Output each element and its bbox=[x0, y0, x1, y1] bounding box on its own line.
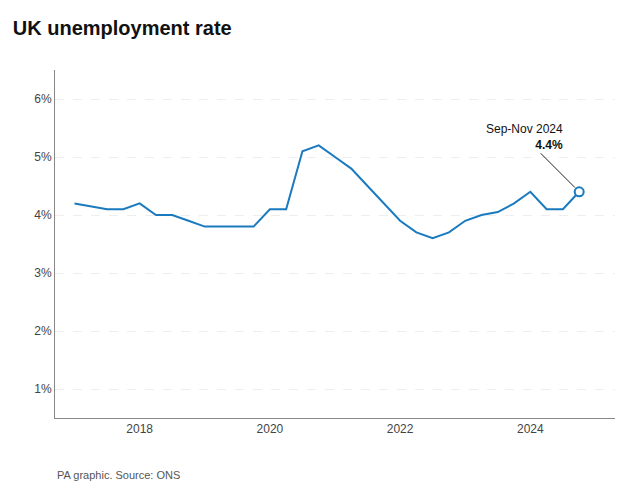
svg-text:5%: 5% bbox=[34, 150, 52, 164]
svg-text:2022: 2022 bbox=[387, 422, 414, 436]
svg-text:2020: 2020 bbox=[257, 422, 284, 436]
svg-text:UK unemployment rate: UK unemployment rate bbox=[13, 17, 232, 39]
svg-text:1%: 1% bbox=[34, 382, 52, 396]
svg-text:PA graphic. Source: ONS: PA graphic. Source: ONS bbox=[57, 469, 180, 481]
svg-text:2%: 2% bbox=[34, 324, 52, 338]
svg-text:6%: 6% bbox=[34, 92, 52, 106]
svg-text:Sep-Nov 20244.4%: Sep-Nov 20244.4% bbox=[486, 122, 563, 152]
svg-text:3%: 3% bbox=[34, 266, 52, 280]
svg-text:2024: 2024 bbox=[517, 422, 544, 436]
svg-text:2018: 2018 bbox=[126, 422, 153, 436]
svg-text:4%: 4% bbox=[34, 208, 52, 222]
